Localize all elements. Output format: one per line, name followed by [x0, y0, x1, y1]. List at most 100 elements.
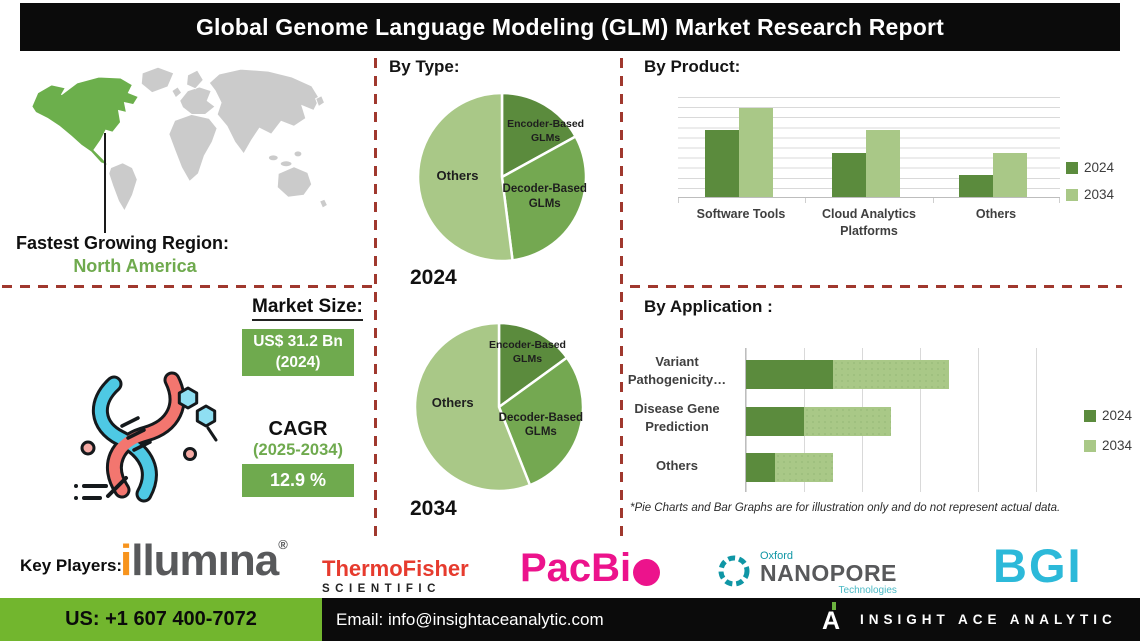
- logo-thermo-fisher: ThermoFisher SCIENTIFIC: [322, 556, 469, 595]
- pie-slice-2034-2: [413, 321, 532, 493]
- world-map: [22, 60, 362, 230]
- map-japan: [315, 95, 326, 108]
- cagr-period: (2025-2034): [253, 441, 343, 459]
- by-application-legend-2024: 2024: [1084, 408, 1132, 423]
- page-title: Global Genome Language Modeling (GLM) Ma…: [195, 13, 945, 40]
- market-size-value-box: US$ 31.2 Bn (2024): [242, 329, 354, 376]
- cagr-value-box: 12.9 %: [242, 464, 354, 497]
- by-product-category-1: Software Tools: [696, 207, 786, 221]
- by-product-category-3: Others: [975, 207, 1017, 221]
- by-application-category-2: Disease Gene Prediction: [634, 401, 720, 434]
- by-application-heading: By Application :: [644, 297, 773, 316]
- logo-illumina: illumına®: [120, 536, 288, 586]
- title-bar: Global Genome Language Modeling (GLM) Ma…: [20, 3, 1120, 51]
- legend-swatch-app-2024: [1084, 409, 1096, 422]
- by-type-heading: By Type:: [389, 57, 460, 76]
- region-value: North America: [73, 256, 197, 276]
- insight-ace-a-glyph: A: [822, 606, 841, 635]
- pie-2034-label-others: Others: [431, 394, 474, 410]
- map-australia: [276, 166, 313, 198]
- dna-icon-svg: [74, 371, 218, 503]
- stacked-segment-2034-2: [775, 453, 833, 482]
- illumina-reg: ®: [278, 537, 288, 552]
- divider-vertical-right: [620, 58, 623, 536]
- insight-ace-brand: A INSIGHT ACE ANALYTIC: [822, 598, 1117, 641]
- legend-label-app-2034: 2034: [1102, 438, 1133, 453]
- bar-2024-0: [705, 130, 739, 197]
- cagr-value: 12.9 %: [269, 470, 327, 490]
- region-pointer-line: [104, 133, 106, 233]
- chart-disclaimer: *Pie Charts and Bar Graphs are for illus…: [630, 502, 1061, 514]
- by-product-chart: [678, 97, 1060, 203]
- by-application-category-1: Variant Pathogenicity…: [627, 354, 727, 387]
- by-application-legend-2034: 2034: [1084, 438, 1132, 453]
- pie-2034-year: 2034: [410, 497, 457, 520]
- pie-2024-label-others: Others: [436, 168, 479, 184]
- pie-slice-2034-0: [497, 321, 569, 409]
- world-map-svg: [31, 66, 329, 213]
- bar-2034-1: [866, 130, 900, 197]
- footer-bar: US: +1 607 400-7072 Email: info@insighta…: [0, 598, 1140, 641]
- map-scandinavia: [186, 69, 204, 90]
- logo-pacbio: PacBi: [520, 546, 661, 591]
- nanopore-oxford: Oxford: [760, 550, 794, 562]
- legend-swatch-2034: [1066, 188, 1078, 201]
- key-players-label: Key Players:: [20, 556, 123, 575]
- market-size-value: US$ 31.2 Bn: [253, 332, 343, 350]
- bar-2034-2: [993, 152, 1027, 197]
- divider-horizontal-right: [630, 285, 1122, 288]
- map-new-zealand: [318, 198, 329, 209]
- by-product-legend-2024: 2024: [1066, 160, 1114, 175]
- bar-2024-1: [832, 152, 866, 197]
- pie-slice-2024-0: [500, 91, 577, 179]
- pie-2024-label-decoder: Decoder-Based GLMs: [502, 183, 587, 211]
- market-size-year: (2024): [275, 353, 321, 371]
- pie-slice-2024-1: [500, 135, 588, 262]
- map-europe: [179, 86, 216, 115]
- thermo-scientific: SCIENTIFIC: [322, 583, 441, 595]
- by-product-legend-2034: 2034: [1066, 187, 1114, 202]
- region-heading: Fastest Growing Region:: [16, 233, 230, 253]
- by-application-category-3: Others: [656, 458, 698, 473]
- pie-2034-label-encoder: Encoder-Based GLMs: [488, 339, 566, 365]
- nanopore-wordmark: NANOPORE: [760, 560, 897, 586]
- axis-tick: [1059, 198, 1060, 203]
- map-africa: [168, 113, 218, 183]
- pie-slice-2034-1: [497, 356, 585, 487]
- insight-ace-brand-text: INSIGHT ACE ANALYTIC: [860, 612, 1117, 627]
- oxford-nanopore-icon: [718, 555, 750, 587]
- stacked-segment-2034-1: [804, 407, 891, 436]
- thermo-wordmark: ThermoFisher: [322, 556, 469, 581]
- by-product-heading: By Product:: [644, 57, 741, 76]
- pie-2024-label-encoder: Encoder-Based GLMs: [507, 118, 585, 144]
- email-address: Email: info@insightaceanalytic.com: [336, 609, 604, 629]
- pie-chart-2034: Encoder-Based GLMs Decoder-Based GLMs Ot…: [410, 318, 588, 496]
- illumina-rest: llumına: [131, 536, 279, 585]
- bar-2034-0: [739, 108, 773, 197]
- market-size-heading: Market Size:: [252, 296, 363, 321]
- cagr-label: CAGR: [268, 418, 328, 440]
- axis-tick: [933, 198, 934, 203]
- divider-horizontal-left: [2, 285, 372, 288]
- stacked-segment-2024-1: [746, 407, 804, 436]
- legend-label-2034: 2034: [1084, 187, 1115, 202]
- pie-2034-label-decoder: Decoder-Based GLMs: [498, 411, 584, 439]
- axis-tick: [805, 198, 806, 203]
- stacked-segment-2024-0: [746, 360, 833, 389]
- pie-2024-svg: [416, 91, 588, 263]
- axis-tick: [678, 198, 679, 203]
- logo-bgi: BGI: [993, 539, 1083, 592]
- illumina-i: i: [120, 536, 132, 585]
- map-south-america: [108, 162, 138, 213]
- legend-swatch-app-2034: [1084, 439, 1096, 452]
- pie-chart-2024: Encoder-Based GLMs Decoder-Based GLMs Ot…: [413, 88, 591, 266]
- pie-2034-svg: [413, 321, 585, 493]
- pie-slice-2024-2: [416, 91, 514, 263]
- stacked-segment-2024-2: [746, 453, 775, 482]
- by-product-category-2: Cloud Analytics Platforms: [822, 207, 916, 238]
- pacbio-dot-icon: [633, 559, 661, 586]
- by-application-chart: [745, 348, 1080, 492]
- legend-label-2024: 2024: [1084, 160, 1115, 175]
- map-greenland: [140, 66, 175, 94]
